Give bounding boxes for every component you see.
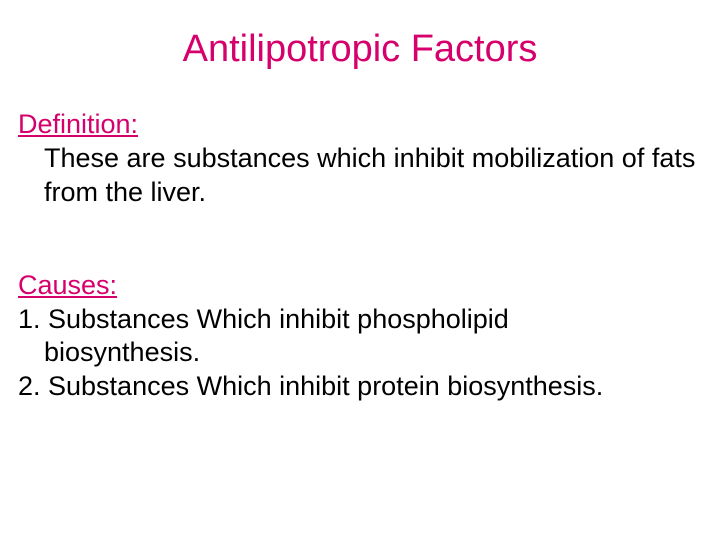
section-spacer [18,210,702,270]
definition-label: Definition: [18,109,702,140]
causes-item-1-line2: biosynthesis. [18,336,702,370]
causes-label: Causes: [18,270,702,301]
causes-item-1-line1: 1. Substances Which inhibit phospholipid [18,303,702,337]
page-title: Antilipotropic Factors [18,28,702,71]
causes-item-2: 2. Substances Which inhibit protein bios… [18,370,702,404]
definition-section: Definition: These are substances which i… [18,109,702,210]
definition-body: These are substances which inhibit mobil… [18,142,702,210]
causes-section: Causes: 1. Substances Which inhibit phos… [18,270,702,404]
